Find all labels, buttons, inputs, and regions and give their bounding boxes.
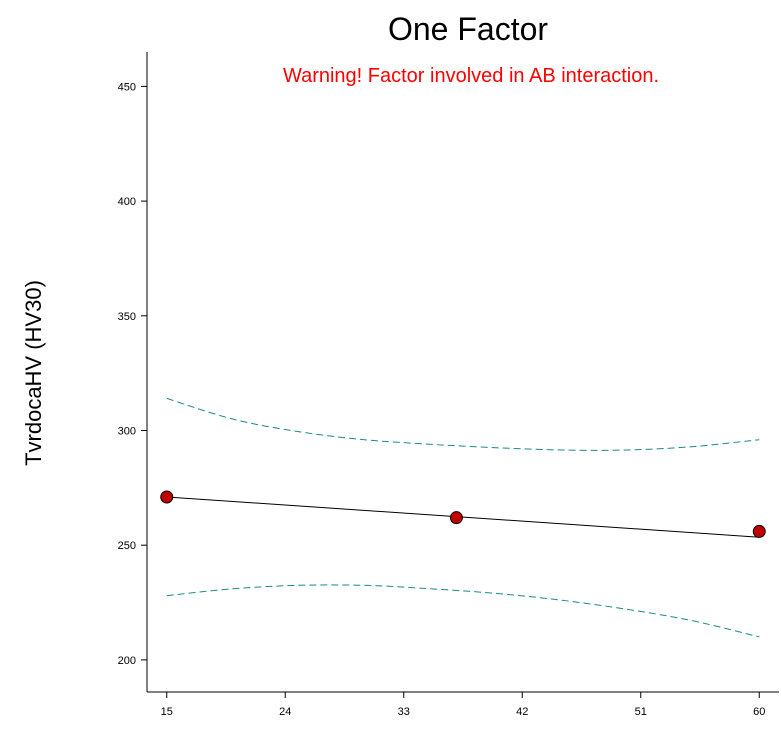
interaction-warning: Warning! Factor involved in AB interacti… [283,65,659,87]
design-point [160,490,174,504]
series-layer [160,397,766,638]
y-axis-ticks: 200 250 300 350 400 450 [118,81,147,667]
x-tick-label: 42 [516,706,528,718]
y-tick-label: 200 [118,655,136,667]
x-tick-label: 60 [753,706,765,718]
y-tick-label: 300 [118,425,136,437]
y-tick-label: 400 [118,196,136,208]
y-tick-label: 250 [118,540,136,552]
prediction-line [166,496,760,538]
x-axis-ticks: 15 24 33 42 51 60 [161,692,765,718]
x-tick-label: 24 [279,706,291,718]
chart-title: One Factor [388,11,548,47]
x-tick-label: 51 [635,706,647,718]
interval-band-line [166,397,760,451]
interval-band-line [166,584,760,638]
x-tick-label: 33 [398,706,410,718]
x-tick-label: 15 [161,706,173,718]
design-point [449,511,463,525]
y-axis-label: TvrdocaHV (HV30) [21,280,46,466]
y-tick-label: 450 [118,81,136,93]
y-tick-label: 350 [118,311,136,323]
design-point [752,524,766,538]
